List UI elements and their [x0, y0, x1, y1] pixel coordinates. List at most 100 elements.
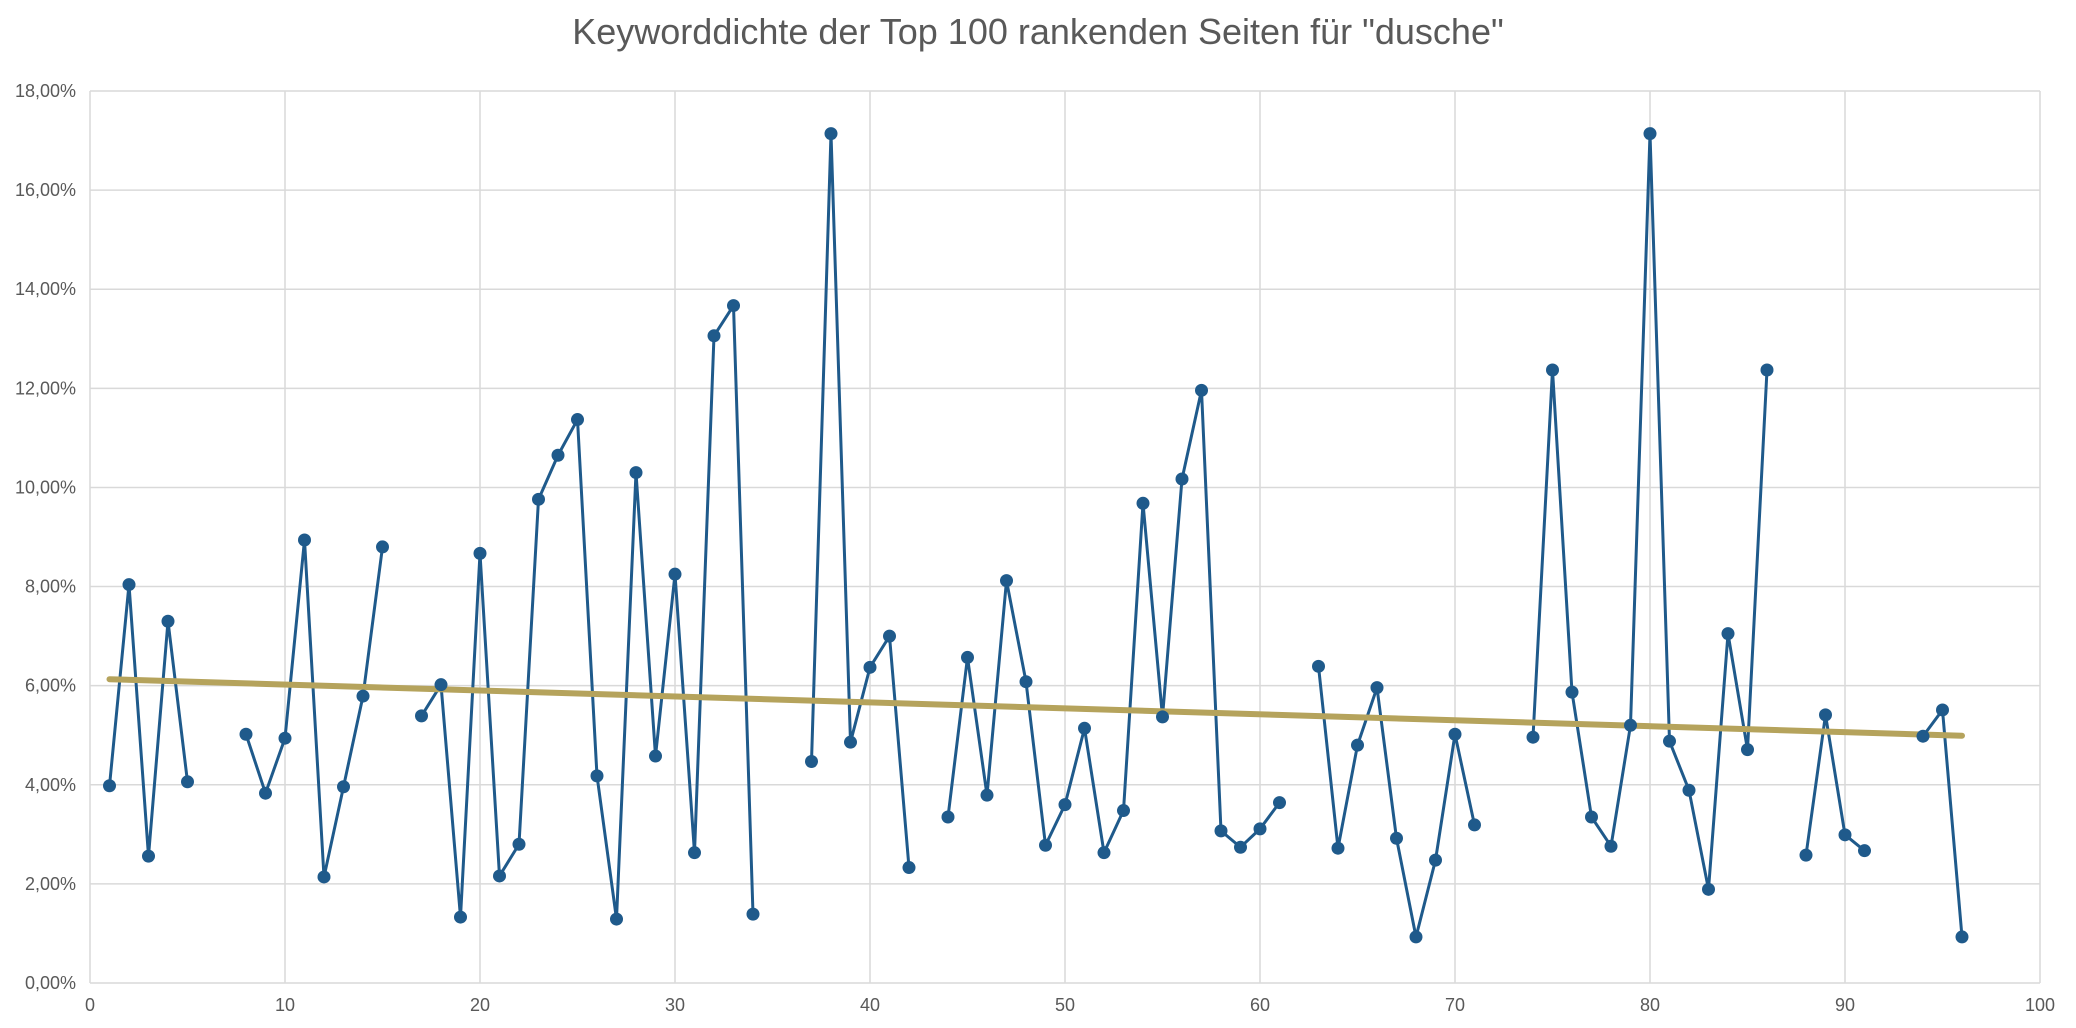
- x-tick-label: 10: [275, 995, 295, 1015]
- x-tick-label: 80: [1640, 995, 1660, 1015]
- data-point: [1585, 810, 1598, 824]
- data-point: [551, 448, 565, 462]
- data-point: [1156, 710, 1169, 724]
- y-tick-label: 10,00%: [15, 477, 76, 497]
- data-point: [1702, 882, 1715, 896]
- data-point: [1565, 685, 1579, 699]
- data-point: [1000, 574, 1013, 588]
- x-tick-label: 0: [85, 995, 95, 1015]
- data-point: [590, 769, 604, 783]
- data-point: [1526, 730, 1540, 744]
- data-point: [356, 689, 370, 703]
- data-point: [688, 846, 701, 860]
- data-point: [824, 127, 838, 141]
- data-point: [1624, 718, 1637, 732]
- data-point: [1331, 841, 1345, 855]
- data-point: [434, 678, 448, 692]
- data-point: [1195, 383, 1208, 397]
- data-point: [1604, 839, 1618, 853]
- data-point: [512, 837, 526, 851]
- data-point: [1136, 496, 1150, 510]
- data-point: [493, 869, 506, 883]
- x-tick-label: 20: [470, 995, 490, 1015]
- x-tick-label: 50: [1055, 995, 1075, 1015]
- data-point: [1741, 743, 1754, 757]
- data-point: [941, 810, 955, 824]
- data-point: [746, 907, 760, 921]
- data-point: [161, 614, 175, 628]
- data-point: [1760, 363, 1774, 377]
- data-point: [707, 329, 721, 343]
- data-point: [278, 731, 292, 745]
- chart-title: Keyworddichte der Top 100 rankenden Seit…: [572, 11, 1504, 52]
- data-point: [1429, 853, 1442, 867]
- data-point: [1312, 659, 1325, 673]
- data-point: [1370, 681, 1384, 695]
- data-point: [863, 660, 877, 674]
- data-point: [1936, 703, 1949, 717]
- data-point: [668, 567, 682, 581]
- data-point: [122, 578, 136, 592]
- data-point: [610, 912, 623, 926]
- data-point: [1351, 738, 1364, 752]
- data-point: [376, 540, 389, 554]
- data-point: [454, 910, 467, 924]
- data-point: [415, 709, 428, 723]
- x-tick-label: 90: [1835, 995, 1855, 1015]
- series-line-segment: [244, 538, 384, 879]
- trendline-layer: [106, 676, 1965, 739]
- data-point: [103, 779, 116, 793]
- data-point: [1039, 838, 1052, 852]
- data-point: [181, 775, 194, 789]
- y-tick-label: 2,00%: [25, 874, 76, 894]
- data-point: [844, 735, 857, 749]
- y-tick-label: 4,00%: [25, 775, 76, 795]
- data-point: [259, 786, 272, 800]
- y-tick-label: 16,00%: [15, 180, 76, 200]
- data-point: [1117, 804, 1130, 818]
- data-point: [1097, 846, 1111, 860]
- data-point: [805, 754, 818, 768]
- data-point: [727, 299, 740, 313]
- data-point: [1019, 675, 1033, 689]
- data-point: [1858, 844, 1871, 858]
- data-point: [1682, 783, 1696, 797]
- data-point: [1078, 721, 1091, 735]
- x-tick-label: 100: [2025, 995, 2055, 1015]
- data-point: [1058, 798, 1072, 812]
- y-tick-label: 6,00%: [25, 676, 76, 696]
- data-point: [239, 727, 253, 741]
- data-point: [1643, 127, 1657, 141]
- data-point: [571, 413, 584, 427]
- y-tick-label: 12,00%: [15, 378, 76, 398]
- grid: [89, 90, 2041, 984]
- data-point: [142, 849, 155, 863]
- data-point: [1175, 472, 1189, 486]
- data-point: [902, 861, 916, 875]
- data-point: [1253, 822, 1267, 836]
- data-point: [629, 466, 643, 480]
- data-point: [317, 870, 331, 884]
- data-point: [1546, 363, 1559, 377]
- data-point: [1799, 848, 1813, 862]
- trendline: [106, 676, 1965, 739]
- series-points: [103, 127, 1969, 944]
- data-point: [1916, 729, 1930, 743]
- y-axis-labels: 0,00% 2,00% 4,00% 6,00% 8,00% 10,00% 12,00% 14,…: [15, 81, 76, 993]
- x-tick-label: 30: [665, 995, 685, 1015]
- data-point: [961, 650, 974, 664]
- data-point: [1955, 930, 1969, 944]
- data-point: [1663, 734, 1676, 748]
- data-point: [1721, 627, 1735, 641]
- x-tick-label: 40: [860, 995, 880, 1015]
- series-line-segment: [1804, 713, 1866, 856]
- data-point: [1390, 831, 1403, 845]
- data-point: [1468, 818, 1481, 832]
- data-point: [649, 749, 662, 763]
- y-tick-label: 14,00%: [15, 279, 76, 299]
- series-line-segment: [420, 304, 755, 921]
- data-point: [337, 780, 350, 794]
- y-tick-label: 8,00%: [25, 577, 76, 597]
